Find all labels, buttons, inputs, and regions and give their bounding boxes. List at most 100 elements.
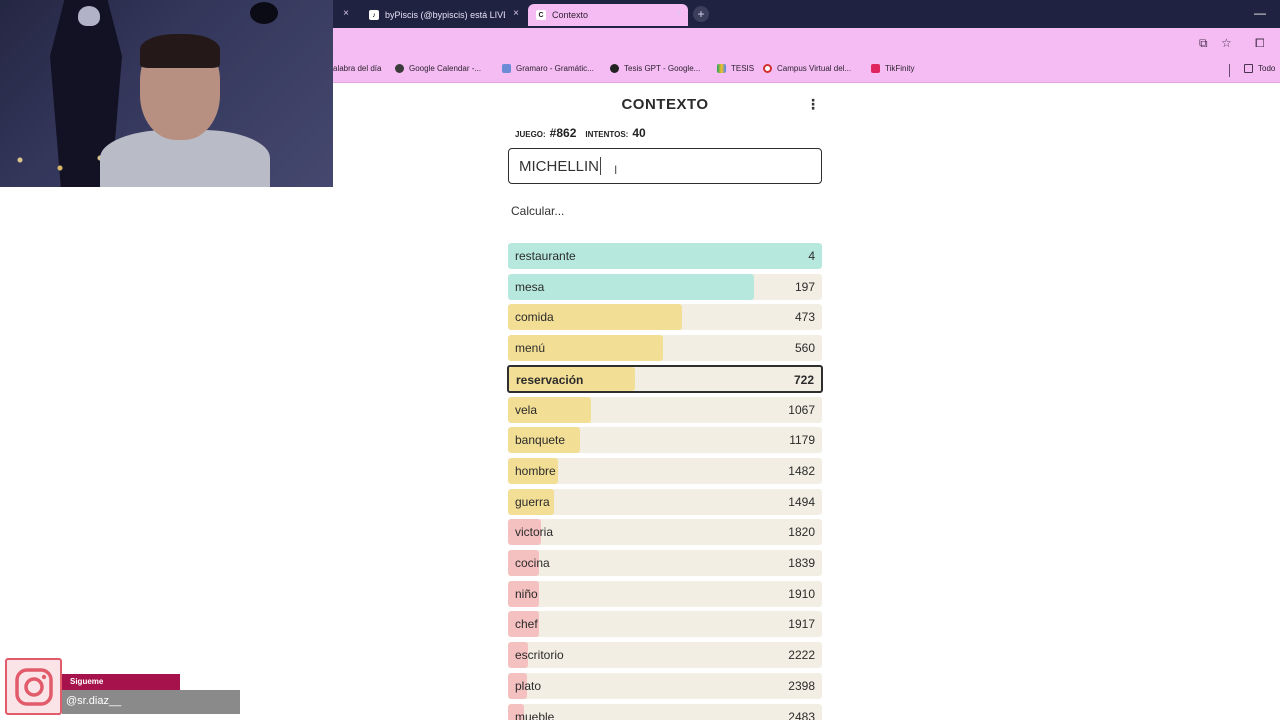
tiktok-icon: ♪ [369, 10, 379, 20]
guess-row: vela 1067 [508, 396, 822, 423]
guess-rank: 2398 [788, 678, 815, 693]
guess-row: plato 2398 [508, 672, 822, 699]
guess-word: mueble [515, 709, 555, 720]
tab-tiktok-live[interactable]: ♪ byPiscis (@bypiscis) está LIVE. × [361, 4, 525, 26]
guess-row: chef 1917 [508, 611, 822, 638]
game-title: CONTEXTO [621, 96, 709, 113]
bookmark-item[interactable]: Google Calendar -... [395, 64, 481, 73]
install-app-icon[interactable]: ⧉ [1199, 36, 1208, 50]
guess-rank: 1820 [788, 525, 815, 540]
guess-rank: 2483 [788, 709, 815, 720]
folder-icon [1244, 64, 1253, 73]
similarity-bar [508, 457, 558, 484]
guess-word: comida [515, 310, 554, 325]
campus-icon [763, 64, 772, 73]
bookmark-folder[interactable]: Todo [1244, 64, 1275, 73]
guess-word: restaurante [515, 249, 576, 263]
similarity-bar [508, 304, 682, 331]
contexto-favicon-icon: C [536, 10, 546, 20]
attempts-value: 40 [632, 126, 646, 140]
guess-rank: 1494 [788, 494, 815, 509]
guess-input[interactable]: MICHELLIN [508, 148, 822, 184]
guess-rank: 560 [794, 341, 815, 356]
webcam-overlay [0, 0, 333, 187]
bookmarks-separator [1229, 64, 1230, 77]
tikfinity-icon [871, 64, 880, 73]
game-number: #862 [549, 126, 577, 140]
guess-rank: 1067 [788, 402, 815, 417]
tab-label: byPiscis (@bypiscis) está LIVE. [385, 10, 505, 20]
tab-label: Contexto [552, 10, 589, 20]
google-drive-icon [717, 64, 726, 73]
tab-previous[interactable]: × [333, 4, 355, 26]
similarity-bar [508, 488, 554, 515]
similarity-bar [509, 366, 635, 391]
menu-icon[interactable]: ⋮ [806, 96, 820, 112]
guess-word: niño [515, 586, 538, 601]
google-calendar-icon [395, 64, 404, 73]
guess-row: hombre 1482 [508, 457, 822, 484]
similarity-bar [508, 243, 822, 269]
close-icon[interactable]: × [676, 8, 682, 19]
similarity-bar [508, 396, 591, 423]
guess-rank: 722 [793, 372, 814, 387]
guess-word: chef [515, 617, 538, 632]
guess-row: niño 1910 [508, 580, 822, 607]
extensions-icon[interactable]: ⧠ [1255, 36, 1265, 50]
guess-rank: 1917 [788, 617, 815, 632]
guess-row: comida 473 [508, 304, 822, 331]
similarity-bar [508, 427, 580, 454]
bookmark-item[interactable]: Tesis GPT - Google... [610, 64, 700, 73]
guess-word: escritorio [515, 648, 564, 663]
guess-word: victoria [515, 525, 554, 540]
close-icon[interactable]: × [513, 8, 519, 19]
guess-word: menú [515, 341, 546, 356]
streamer-hair [140, 34, 220, 68]
bookmark-item[interactable]: TikFinity [871, 64, 914, 73]
bookmark-item[interactable]: TESIS [717, 64, 754, 73]
instagram-icon [14, 667, 53, 706]
guess-rank: 473 [794, 310, 815, 325]
close-icon[interactable]: × [343, 8, 349, 19]
guess-rank: 1179 [789, 433, 815, 448]
guess-row: cocina 1839 [508, 550, 822, 576]
bookmark-item[interactable]: Campus Virtual del... [763, 64, 851, 73]
tab-contexto[interactable]: C Contexto × [528, 4, 688, 26]
guess-rank: 197 [794, 279, 815, 294]
minimize-button[interactable]: — [1254, 6, 1266, 20]
calculating-status: Calcular... [511, 204, 565, 218]
similarity-bar [508, 642, 528, 669]
guess-word: plato [515, 678, 542, 693]
game-meta: JUEGO: #862 INTENTOS: 40 [515, 126, 646, 140]
guess-row: banquete 1179 [508, 427, 822, 454]
text-cursor-icon: I [614, 163, 618, 177]
guess-word: mesa [515, 279, 545, 294]
attempts-label: INTENTOS: [585, 130, 629, 139]
openai-icon [610, 64, 619, 73]
game-label: JUEGO: [515, 130, 546, 139]
gramaro-icon [502, 64, 511, 73]
guess-row: mesa 197 [508, 273, 822, 300]
guess-row: menú 560 [508, 335, 822, 362]
guess-row-latest: reservación 722 [507, 364, 823, 393]
guess-rank: 1910 [788, 586, 815, 601]
skull-decoration [78, 6, 100, 26]
instagram-badge [5, 658, 62, 715]
new-tab-button[interactable]: + [693, 6, 709, 22]
similarity-bar [508, 672, 527, 699]
bookmark-item[interactable]: Gramaro - Gramátic... [502, 64, 594, 73]
bookmark-star-icon[interactable]: ☆ [1221, 36, 1232, 50]
guess-row: guerra 1494 [508, 488, 822, 515]
bookmark-item[interactable]: alabra del día [333, 64, 382, 73]
similarity-bar [508, 550, 539, 576]
text-caret [600, 157, 602, 175]
guess-input-value: MICHELLIN [519, 157, 600, 175]
similarity-bar [508, 273, 754, 300]
address-bar[interactable]: ⧉ ☆ ⧠ [333, 28, 1280, 58]
guess-rank: 4 [808, 249, 815, 263]
bookmarks-bar: alabra del día Google Calendar -... Gram… [333, 58, 1280, 83]
guess-word: hombre [515, 463, 556, 478]
guess-rank: 1839 [788, 556, 815, 570]
instagram-handle: @sr.diaz__ [62, 690, 240, 714]
